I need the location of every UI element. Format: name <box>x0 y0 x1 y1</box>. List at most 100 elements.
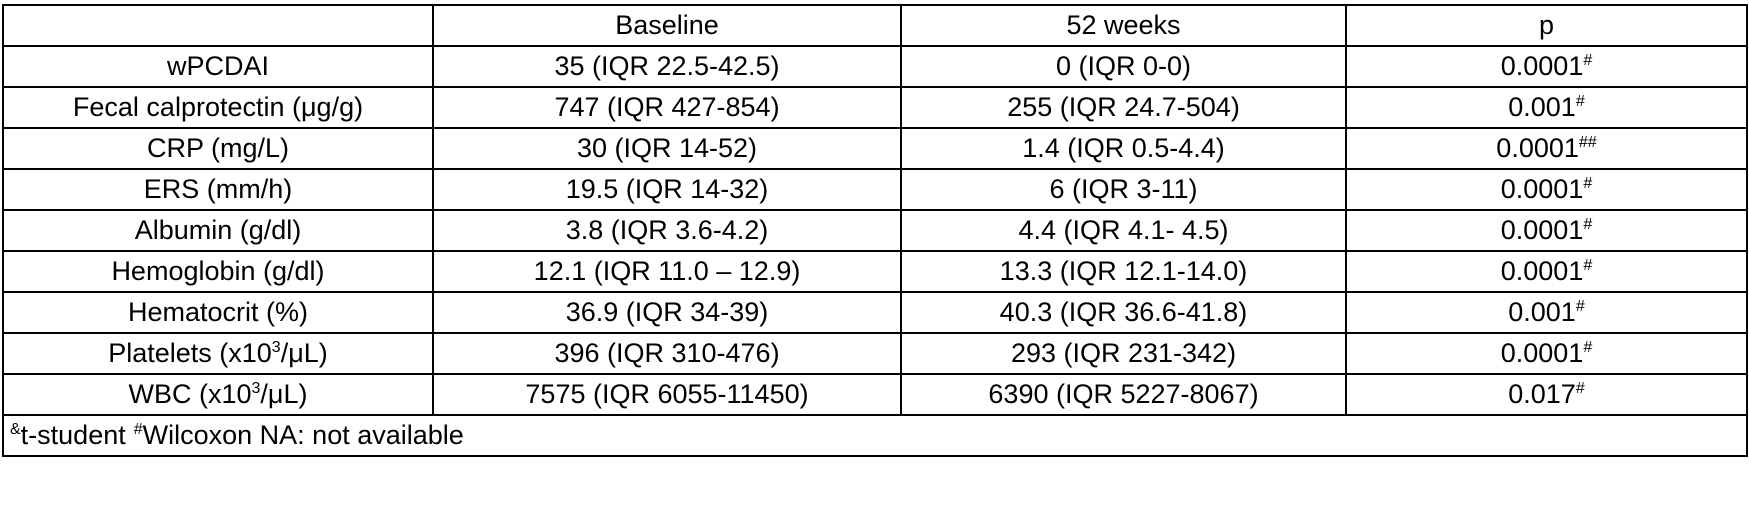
label-text: Albumin (g/dl) <box>134 215 302 245</box>
p-cell: 0.0001## <box>1345 127 1748 170</box>
table-body: Baseline 52 weeks p wPCDAI 35 (IQR 22.5-42.5… <box>2 4 1748 457</box>
p-cell: 0.0001# <box>1345 332 1748 375</box>
header-cell: Baseline <box>432 4 902 47</box>
data-row: Hemoglobin (g/dl) 12.1 (IQR 11.0 – 12.9) 1… <box>2 250 1748 293</box>
footnote-text: Wilcoxon NA: not available <box>142 420 464 450</box>
week52-cell: 6 (IQR 3-11) <box>900 168 1347 211</box>
week52-value: 6 (IQR 3-11) <box>1049 174 1198 204</box>
p-value: 0.0001 <box>1500 51 1584 81</box>
week52-value: 6390 (IQR 5227-8067) <box>988 379 1259 409</box>
p-cell: 0.001# <box>1345 86 1748 129</box>
baseline-value: 36.9 (IQR 34-39) <box>565 297 769 327</box>
p-superscript: # <box>1583 52 1593 69</box>
baseline-value: 3.8 (IQR 3.6-4.2) <box>565 215 769 245</box>
week52-cell: 13.3 (IQR 12.1-14.0) <box>900 250 1347 293</box>
p-cell: 0.001# <box>1345 291 1748 334</box>
p-value: 0.0001 <box>1496 133 1579 163</box>
label-superscript: 3 <box>271 339 281 356</box>
p-value: 0.0001 <box>1500 256 1584 286</box>
week52-cell: 293 (IQR 231-342) <box>900 332 1347 375</box>
week52-cell: 6390 (IQR 5227-8067) <box>900 373 1347 416</box>
header-cell: p <box>1345 4 1748 47</box>
footnote-symbol: # <box>133 421 143 438</box>
week52-value: 0 (IQR 0-0) <box>1055 51 1192 81</box>
row-label: wPCDAI <box>2 45 434 88</box>
p-cell: 0.0001# <box>1345 45 1748 88</box>
p-cell: 0.0001# <box>1345 209 1748 252</box>
baseline-value: 19.5 (IQR 14-32) <box>565 174 769 204</box>
label-text: Hematocrit (%) <box>127 297 309 327</box>
week52-value: 1.4 (IQR 0.5-4.4) <box>1022 133 1225 163</box>
week52-cell: 4.4 (IQR 4.1- 4.5) <box>900 209 1347 252</box>
data-row: Albumin (g/dl) 3.8 (IQR 3.6-4.2) 4.4 (IQR … <box>2 209 1748 252</box>
row-label: Hemoglobin (g/dl) <box>2 250 434 293</box>
week52-value: 40.3 (IQR 36.6-41.8) <box>999 297 1248 327</box>
results-table: Baseline 52 weeks p wPCDAI 35 (IQR 22.5-42.5… <box>2 4 1748 457</box>
row-label: Hematocrit (%) <box>2 291 434 334</box>
footnote-item: #Wilcoxon NA: not available <box>134 420 464 450</box>
baseline-value: 747 (IQR 427-854) <box>554 92 780 122</box>
week52-cell: 1.4 (IQR 0.5-4.4) <box>900 127 1347 170</box>
label-text: CRP (mg/L) <box>146 133 290 163</box>
baseline-value: 7575 (IQR 6055-11450) <box>525 379 809 409</box>
week52-value: 13.3 (IQR 12.1-14.0) <box>999 256 1248 286</box>
data-row: Fecal calprotectin (μg/g) 747 (IQR 427-85… <box>2 86 1748 129</box>
row-label: ERS (mm/h) <box>2 168 434 211</box>
p-superscript: # <box>1583 257 1593 274</box>
week52-cell: 255 (IQR 24.7-504) <box>900 86 1347 129</box>
baseline-cell: 35 (IQR 22.5-42.5) <box>432 45 902 88</box>
footnote-cell: &t-student #Wilcoxon NA: not available <box>2 414 1748 457</box>
week52-cell: 0 (IQR 0-0) <box>900 45 1347 88</box>
baseline-cell: 396 (IQR 310-476) <box>432 332 902 375</box>
baseline-cell: 7575 (IQR 6055-11450) <box>432 373 902 416</box>
page: {"table": { "header": ["Baseline", "52 w… <box>0 4 1749 524</box>
row-label: CRP (mg/L) <box>2 127 434 170</box>
header-row: Baseline 52 weeks p <box>2 4 1748 47</box>
p-superscript: # <box>1575 93 1585 110</box>
header-cell <box>2 4 434 47</box>
p-value: 0.001 <box>1508 297 1576 327</box>
footnote-row: &t-student #Wilcoxon NA: not available <box>2 414 1748 457</box>
label-text: Hemoglobin (g/dl) <box>111 256 325 286</box>
p-cell: 0.0001# <box>1345 168 1748 211</box>
baseline-value: 12.1 (IQR 11.0 – 12.9) <box>533 256 801 286</box>
baseline-value: 396 (IQR 310-476) <box>554 338 780 368</box>
data-row: ERS (mm/h) 19.5 (IQR 14-32) 6 (IQR 3-11) 0.… <box>2 168 1748 211</box>
p-value: 0.001 <box>1508 92 1576 122</box>
row-label: Albumin (g/dl) <box>2 209 434 252</box>
week52-value: 293 (IQR 231-342) <box>1010 338 1237 368</box>
p-value: 0.0001 <box>1500 174 1584 204</box>
label-text: /μL) <box>280 338 328 368</box>
label-text: ERS (mm/h) <box>143 174 293 204</box>
baseline-cell: 19.5 (IQR 14-32) <box>432 168 902 211</box>
week52-value: 255 (IQR 24.7-504) <box>1007 92 1240 122</box>
p-value: 0.0001 <box>1500 338 1584 368</box>
p-superscript: # <box>1575 380 1585 397</box>
footnote-symbol: & <box>10 421 21 438</box>
label-text: wPCDAI <box>166 51 269 81</box>
baseline-value: 30 (IQR 14-52) <box>576 133 758 163</box>
week52-cell: 40.3 (IQR 36.6-41.8) <box>900 291 1347 334</box>
data-row: wPCDAI 35 (IQR 22.5-42.5) 0 (IQR 0-0) 0.000… <box>2 45 1748 88</box>
p-superscript: ## <box>1578 134 1597 151</box>
data-row: CRP (mg/L) 30 (IQR 14-52) 1.4 (IQR 0.5-4.4… <box>2 127 1748 170</box>
data-row: Hematocrit (%) 36.9 (IQR 34-39) 40.3 (IQR … <box>2 291 1748 334</box>
label-text: WBC (x10 <box>128 379 252 409</box>
data-row: WBC (x103/μL) 7575 (IQR 6055-11450) 6390 (… <box>2 373 1748 416</box>
data-row: Platelets (x103/μL) 396 (IQR 310-476) 293 … <box>2 332 1748 375</box>
p-cell: 0.0001# <box>1345 250 1748 293</box>
footnote-text: t-student <box>20 420 126 450</box>
label-superscript: 3 <box>251 380 261 397</box>
p-superscript: # <box>1583 339 1593 356</box>
row-label: Fecal calprotectin (μg/g) <box>2 86 434 129</box>
baseline-cell: 12.1 (IQR 11.0 – 12.9) <box>432 250 902 293</box>
baseline-value: 35 (IQR 22.5-42.5) <box>554 51 780 81</box>
footnote-item: &t-student <box>10 420 126 450</box>
baseline-cell: 36.9 (IQR 34-39) <box>432 291 902 334</box>
p-value: 0.0001 <box>1500 215 1584 245</box>
row-label: Platelets (x103/μL) <box>2 332 434 375</box>
baseline-cell: 3.8 (IQR 3.6-4.2) <box>432 209 902 252</box>
baseline-cell: 747 (IQR 427-854) <box>432 86 902 129</box>
row-label: WBC (x103/μL) <box>2 373 434 416</box>
label-text: Fecal calprotectin (μg/g) <box>72 92 364 122</box>
